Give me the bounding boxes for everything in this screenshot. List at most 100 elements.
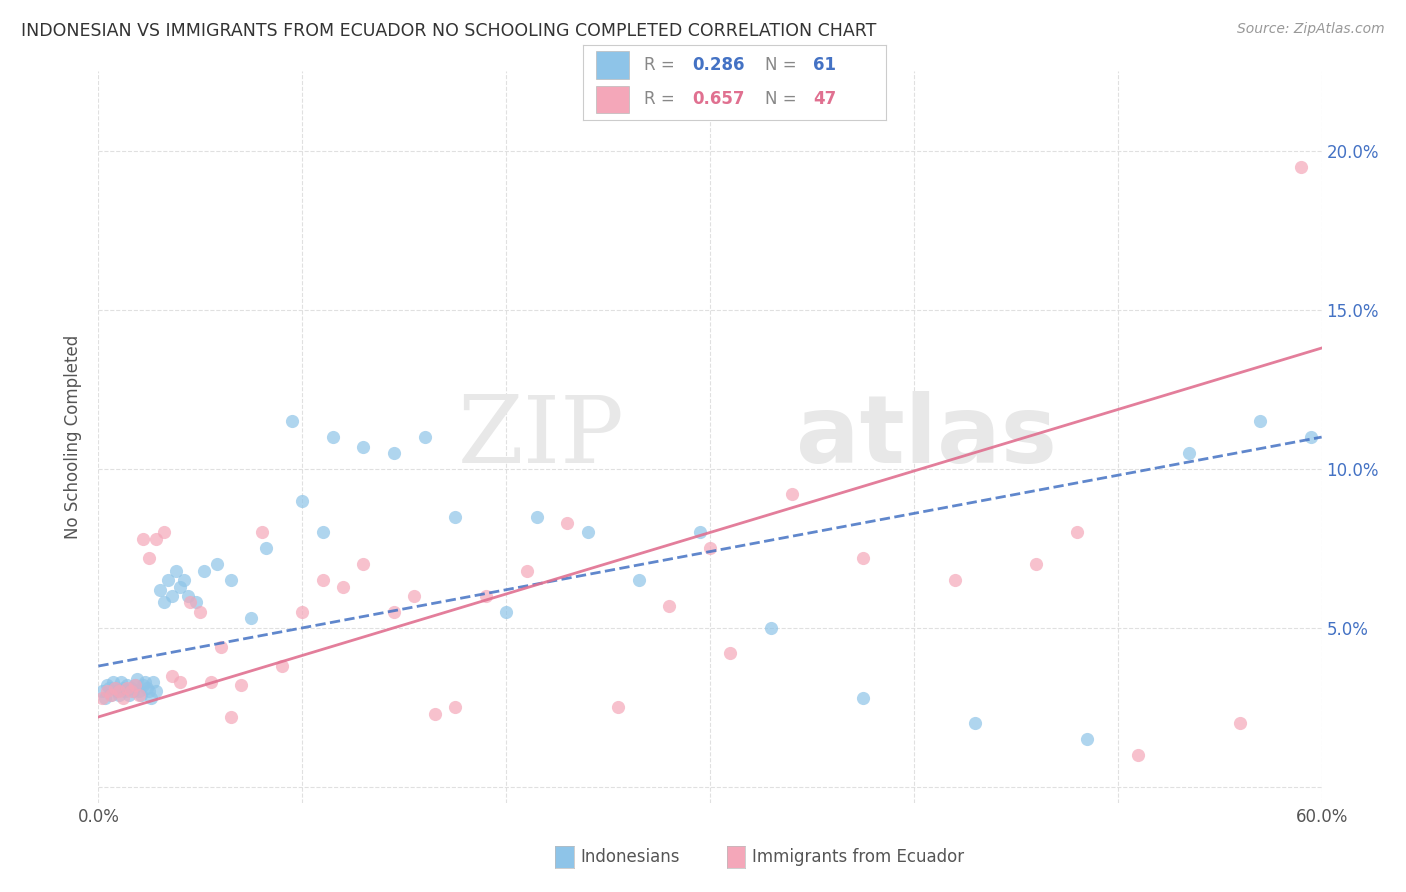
Point	[160, 668, 183, 682]
Point	[120, 681, 142, 696]
Point	[169, 675, 191, 690]
Point	[557, 516, 579, 530]
Point	[423, 706, 446, 721]
Point	[205, 558, 228, 572]
Point	[254, 541, 277, 556]
Point	[91, 690, 114, 705]
Point	[965, 716, 987, 731]
Point	[124, 678, 146, 692]
Point	[352, 440, 374, 454]
Text: 0.286: 0.286	[692, 56, 745, 74]
Point	[128, 688, 150, 702]
Text: INDONESIAN VS IMMIGRANTS FROM ECUADOR NO SCHOOLING COMPLETED CORRELATION CHART: INDONESIAN VS IMMIGRANTS FROM ECUADOR NO…	[21, 22, 876, 40]
Point	[111, 681, 134, 696]
Point	[141, 690, 163, 705]
Point	[444, 509, 467, 524]
Point	[209, 640, 232, 654]
Point	[250, 525, 273, 540]
Point	[526, 509, 548, 524]
Point	[115, 681, 138, 696]
Point	[104, 681, 127, 696]
Point	[134, 675, 156, 690]
Text: R =: R =	[644, 90, 681, 108]
Point	[142, 675, 165, 690]
Point	[108, 688, 131, 702]
Point	[231, 678, 253, 692]
Point	[943, 573, 966, 587]
Point	[281, 414, 304, 428]
Point	[1301, 430, 1323, 444]
Point	[186, 595, 208, 609]
Point	[124, 678, 146, 692]
Point	[173, 573, 195, 587]
Point	[240, 611, 263, 625]
Point	[516, 564, 538, 578]
FancyBboxPatch shape	[596, 86, 628, 112]
Point	[156, 573, 179, 587]
Point	[219, 573, 242, 587]
Text: N =: N =	[765, 90, 801, 108]
Point	[1178, 446, 1201, 460]
Point	[219, 710, 242, 724]
Point	[97, 681, 120, 696]
Point	[188, 605, 212, 619]
Point	[179, 595, 201, 609]
Point	[104, 681, 127, 696]
Text: 0.657: 0.657	[692, 90, 745, 108]
Text: R =: R =	[644, 56, 681, 74]
Point	[382, 605, 405, 619]
Point	[382, 446, 405, 460]
Point	[169, 580, 191, 594]
Point	[689, 525, 711, 540]
Point	[444, 700, 467, 714]
Point	[101, 675, 124, 690]
Point	[145, 532, 167, 546]
Point	[352, 558, 374, 572]
Point	[495, 605, 517, 619]
Point	[852, 550, 875, 565]
Point	[100, 688, 122, 702]
Point	[404, 589, 426, 603]
Text: 61: 61	[813, 56, 837, 74]
Point	[413, 430, 436, 444]
Text: Indonesians: Indonesians	[581, 848, 681, 866]
Point	[149, 582, 172, 597]
Point	[132, 678, 155, 692]
Point	[111, 690, 134, 705]
Point	[152, 595, 174, 609]
Point	[312, 525, 335, 540]
Point	[193, 564, 215, 578]
Point	[93, 690, 115, 705]
Point	[658, 599, 681, 613]
Point	[627, 573, 650, 587]
Point	[114, 684, 136, 698]
Point	[128, 684, 150, 698]
Point	[852, 690, 875, 705]
Point	[1128, 748, 1150, 763]
FancyBboxPatch shape	[596, 52, 628, 78]
Point	[576, 525, 599, 540]
Point	[127, 672, 149, 686]
Point	[1025, 558, 1047, 572]
Point	[1076, 732, 1098, 747]
Text: ZIP: ZIP	[458, 392, 624, 482]
Text: atlas: atlas	[796, 391, 1057, 483]
Point	[1229, 716, 1251, 731]
Point	[152, 525, 174, 540]
Text: N =: N =	[765, 56, 801, 74]
Point	[780, 487, 803, 501]
Point	[136, 681, 159, 696]
Point	[699, 541, 721, 556]
Point	[270, 659, 294, 673]
Point	[291, 605, 314, 619]
Point	[110, 675, 132, 690]
Point	[160, 589, 183, 603]
Point	[1291, 160, 1313, 174]
Point	[138, 684, 160, 698]
Point	[332, 580, 354, 594]
Point	[96, 684, 118, 698]
Point	[96, 678, 118, 692]
Point	[474, 589, 498, 603]
Text: Immigrants from Ecuador: Immigrants from Ecuador	[752, 848, 965, 866]
Point	[100, 688, 122, 702]
